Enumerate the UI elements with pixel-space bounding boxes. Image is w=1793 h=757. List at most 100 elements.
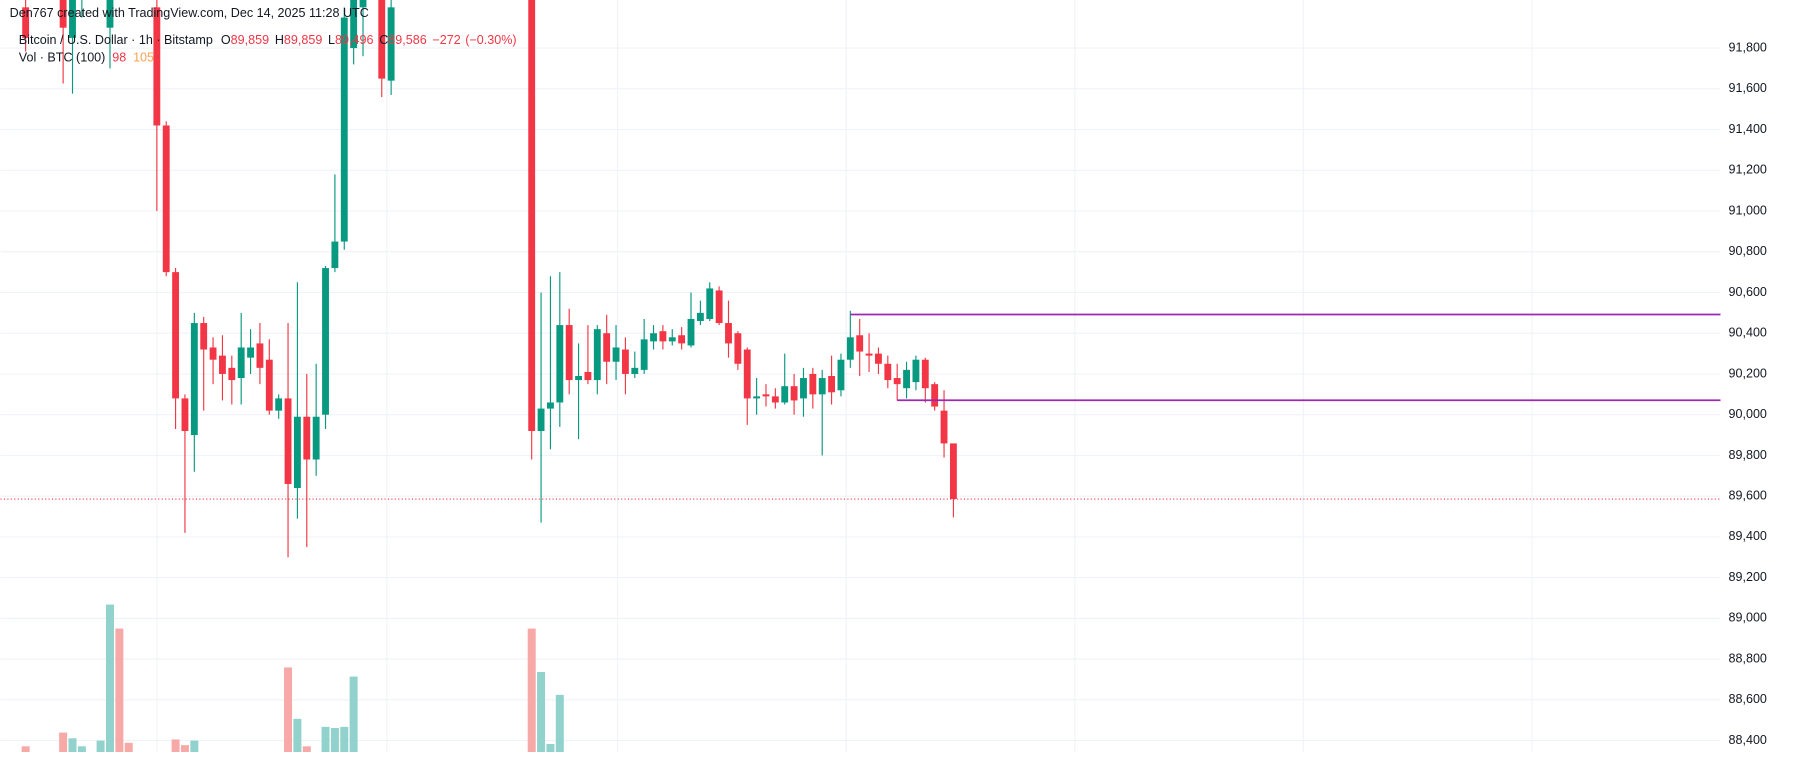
candle-body [256, 343, 264, 368]
y-tick-label: 89,600 [1729, 489, 1767, 503]
candle-body [893, 378, 901, 385]
candle-body [725, 323, 732, 344]
y-tick-label: 90,400 [1729, 326, 1767, 340]
candle-body [687, 318, 695, 346]
y-tick-label: 90,000 [1729, 407, 1767, 421]
volume-bar [349, 676, 358, 752]
legend-value: 89,496 [335, 33, 373, 47]
candle-body [949, 443, 957, 500]
y-tick-label: 91,800 [1729, 40, 1767, 54]
volume-bar [124, 742, 133, 752]
y-tick-label: 89,200 [1729, 570, 1767, 584]
candle-body [153, 7, 161, 126]
y-tick-label: 91,600 [1729, 81, 1767, 95]
volume-bar [340, 726, 349, 752]
candle-body [940, 410, 948, 444]
candle-body [903, 369, 910, 389]
volume-bar [555, 694, 564, 752]
candle-body [378, 0, 386, 79]
volume-bar [537, 672, 546, 752]
y-tick-label: 90,800 [1729, 244, 1767, 258]
volume-bar [105, 604, 114, 752]
volume-legend: Vol · BTC (100) 98 105 [19, 51, 154, 65]
candle-body [631, 367, 639, 374]
volume-bar [171, 739, 180, 752]
candle-body [696, 312, 704, 322]
candle-body [359, 0, 367, 8]
y-tick-label: 90,200 [1729, 366, 1767, 380]
candle-body [771, 396, 779, 403]
candle-body [790, 386, 798, 401]
candle-body [921, 359, 929, 389]
volume-title: Vol · BTC (100) [19, 51, 106, 65]
candle-body [575, 376, 582, 381]
candle-body [818, 378, 826, 395]
volume-bar [190, 740, 199, 752]
candle-body [303, 416, 311, 460]
symbol: Bitcoin / U.S. Dollar · 1h · Bitstamp [19, 33, 213, 47]
change: −272 [432, 33, 460, 47]
candle-body [181, 398, 189, 431]
candle-body [331, 241, 339, 269]
candle-body [781, 386, 789, 403]
candle-body [312, 416, 320, 460]
candle-body [59, 0, 67, 28]
candle-body [293, 416, 301, 489]
candle-body [668, 337, 676, 342]
volume-bar [180, 745, 189, 752]
candle-body [350, 0, 358, 49]
y-tick-label: 89,000 [1729, 611, 1767, 625]
candle-body [846, 337, 854, 360]
candle-body [809, 373, 817, 395]
candle-body [162, 125, 170, 273]
legend-value: 89,586 [388, 33, 426, 47]
legend-key: L [328, 33, 335, 47]
candle-body [593, 329, 601, 381]
y-tick-label: 88,400 [1729, 733, 1767, 747]
legend-value: 89,859 [284, 33, 322, 47]
y-tick-label: 89,400 [1729, 529, 1767, 543]
candle-body [753, 396, 761, 399]
candle-body [284, 398, 292, 484]
candle-body [565, 325, 573, 381]
volume-bar [115, 628, 124, 752]
candle-body [603, 333, 611, 362]
candle-body [547, 402, 554, 409]
volume-ma: 105 [133, 51, 154, 65]
candle-body [875, 353, 882, 364]
candle-body [200, 323, 208, 350]
candle-body [528, 0, 536, 431]
candle-body [856, 335, 864, 352]
y-tick-label: 88,800 [1729, 651, 1767, 665]
volume-bar [68, 738, 77, 752]
candle-body [706, 288, 714, 319]
volume-bar [527, 628, 536, 752]
price-axis [1720, 0, 1793, 752]
candle-body [584, 371, 592, 381]
candle-body [340, 17, 348, 242]
candle-body [275, 398, 283, 411]
candle-body [219, 355, 226, 374]
candle-body [931, 384, 939, 407]
y-tick-label: 88,600 [1729, 692, 1767, 706]
candle-body [678, 335, 686, 344]
candle-body [762, 394, 770, 397]
volume-bar [77, 746, 86, 752]
y-tick-label: 89,800 [1729, 448, 1767, 462]
candle-body [69, 0, 76, 38]
legend-key: H [275, 33, 284, 47]
volume-bar [21, 746, 30, 752]
candle-body [247, 347, 254, 358]
change-pct: (−0.30%) [465, 33, 516, 47]
candle-body [659, 331, 667, 342]
candle-body [237, 347, 245, 379]
y-tick-label: 90,600 [1729, 285, 1767, 299]
candle-body [190, 323, 198, 436]
candle-body [743, 349, 751, 399]
legend-key: O [221, 33, 231, 47]
legend: Bitcoin / U.S. Dollar · 1h · Bitstamp O 89… [19, 33, 517, 47]
legend-key: C [379, 33, 388, 47]
volume-bar [96, 740, 105, 752]
